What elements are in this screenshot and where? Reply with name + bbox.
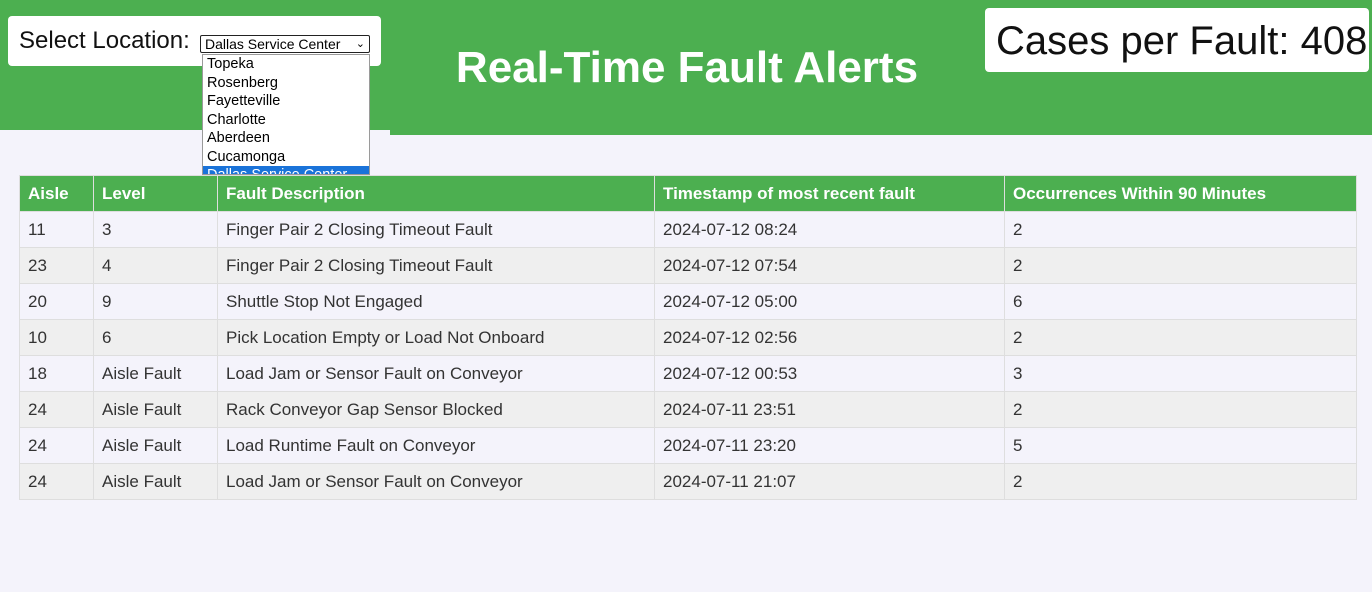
cell-timestamp: 2024-07-11 21:07 [654,463,1005,500]
location-option-rosenberg[interactable]: Rosenberg [207,74,278,91]
cell-timestamp: 2024-07-11 23:51 [654,391,1005,428]
page-title: Real-Time Fault Alerts [455,43,919,92]
cell-timestamp: 2024-07-12 08:24 [654,211,1005,248]
cell-occurrences: 2 [1004,319,1357,356]
cell-fault-description: Load Jam or Sensor Fault on Conveyor [217,463,655,500]
location-option-dallas-service-center[interactable]: Dallas Service Center [203,166,369,174]
cell-level: Aisle Fault [93,427,218,464]
cell-aisle: 23 [19,247,94,284]
cell-level: Aisle Fault [93,355,218,392]
cell-fault-description: Load Jam or Sensor Fault on Conveyor [217,355,655,392]
cell-timestamp: 2024-07-12 02:56 [654,319,1005,356]
cell-fault-description: Load Runtime Fault on Conveyor [217,427,655,464]
cell-level: 9 [93,283,218,320]
cell-timestamp: 2024-07-12 05:00 [654,283,1005,320]
cell-occurrences: 5 [1004,427,1357,464]
column-header-occurrences: Occurrences Within 90 Minutes [1004,175,1357,212]
cell-aisle: 20 [19,283,94,320]
cell-fault-description: Rack Conveyor Gap Sensor Blocked [217,391,655,428]
chevron-down-icon: ⌄ [355,38,365,50]
cell-level: 6 [93,319,218,356]
location-label: Select Location: [19,27,190,54]
cases-per-fault-text: Cases per Fault: 408 [996,19,1368,63]
table-row: 20 9 Shuttle Stop Not Engaged 2024-07-12… [19,283,1357,320]
cell-aisle: 24 [19,427,94,464]
table-row: 24 Aisle Fault Rack Conveyor Gap Sensor … [19,391,1357,428]
table-row: 11 3 Finger Pair 2 Closing Timeout Fault… [19,211,1357,248]
cell-level: 4 [93,247,218,284]
table-row: 10 6 Pick Location Empty or Load Not Onb… [19,319,1357,356]
table-row: 24 Aisle Fault Load Runtime Fault on Con… [19,427,1357,464]
location-select[interactable]: Dallas Service Center ⌄ [200,35,370,53]
column-header-timestamp: Timestamp of most recent fault [654,175,1005,212]
fault-alerts-table: Aisle Level Fault Description Timestamp … [19,175,1357,500]
cell-fault-description: Finger Pair 2 Closing Timeout Fault [217,211,655,248]
table-header-row: Aisle Level Fault Description Timestamp … [19,175,1357,212]
table-row: 18 Aisle Fault Load Jam or Sensor Fault … [19,355,1357,392]
cell-level: Aisle Fault [93,463,218,500]
cell-level: 3 [93,211,218,248]
cell-occurrences: 3 [1004,355,1357,392]
location-dropdown-list[interactable]: Topeka Rosenberg Fayetteville Charlotte … [202,54,370,175]
cell-level: Aisle Fault [93,391,218,428]
cell-occurrences: 2 [1004,391,1357,428]
cell-aisle: 24 [19,391,94,428]
column-header-level: Level [93,175,218,212]
cell-aisle: 10 [19,319,94,356]
cell-fault-description: Shuttle Stop Not Engaged [217,283,655,320]
location-option-charlotte[interactable]: Charlotte [207,111,266,128]
header-notch [0,130,390,136]
location-option-topeka[interactable]: Topeka [207,56,254,72]
table-row: 24 Aisle Fault Load Jam or Sensor Fault … [19,463,1357,500]
cell-fault-description: Pick Location Empty or Load Not Onboard [217,319,655,356]
cell-occurrences: 2 [1004,463,1357,500]
location-option-aberdeen[interactable]: Aberdeen [207,130,270,146]
cell-timestamp: 2024-07-12 00:53 [654,355,1005,392]
location-select-value: Dallas Service Center [205,36,341,52]
cell-occurrences: 2 [1004,247,1357,284]
cell-timestamp: 2024-07-12 07:54 [654,247,1005,284]
cell-fault-description: Finger Pair 2 Closing Timeout Fault [217,247,655,284]
cases-per-fault-panel: Cases per Fault: 408 [985,8,1369,72]
column-header-fault-description: Fault Description [217,175,655,212]
cell-aisle: 18 [19,355,94,392]
table-row: 23 4 Finger Pair 2 Closing Timeout Fault… [19,247,1357,284]
cell-timestamp: 2024-07-11 23:20 [654,427,1005,464]
column-header-aisle: Aisle [19,175,94,212]
cell-aisle: 11 [19,211,94,248]
location-option-fayetteville[interactable]: Fayetteville [207,93,281,109]
cell-occurrences: 6 [1004,283,1357,320]
cell-occurrences: 2 [1004,211,1357,248]
cell-aisle: 24 [19,463,94,500]
location-option-cucamonga[interactable]: Cucamonga [207,148,286,165]
